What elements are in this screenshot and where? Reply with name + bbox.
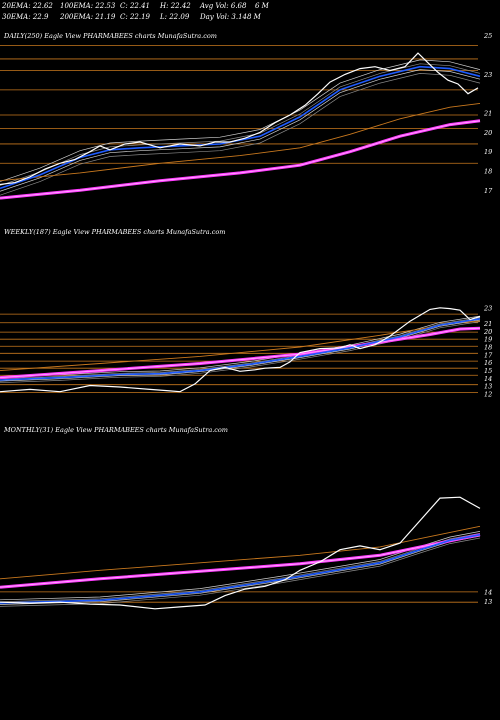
weekly-ma-ribbon-line (0, 317, 481, 380)
weekly-ema-fast-line (0, 318, 481, 381)
daily-y-tick-label: 17 (484, 187, 493, 195)
daily-ma-ribbon-line (0, 69, 481, 192)
header-avg-vol: Avg Vol: 6.68 (199, 2, 247, 10)
header-30ema: 30EMA: 22.9 (2, 13, 49, 21)
header-close-1: C: 22.41 (120, 2, 150, 10)
daily-y-tick-label: 19 (484, 148, 492, 156)
header-low: L: 22.09 (159, 13, 190, 21)
monthly-ma-ribbon-line (0, 531, 481, 601)
monthly-ema-mid-line (0, 525, 481, 580)
header-200ema: 200EMA: 21.19 (59, 13, 116, 21)
weekly-y-tick-label: 12 (484, 391, 492, 399)
header-20ema: 20EMA: 22.62 (1, 2, 53, 10)
daily-y-tick-label: 23 (483, 71, 492, 79)
header-high: H: 22.42 (159, 2, 191, 10)
monthly-ema-slow-core (0, 534, 481, 588)
daily-ma-ribbon-line (0, 59, 481, 182)
weekly-y-tick-label: 23 (483, 304, 492, 312)
monthly-ma-ribbon-line (0, 537, 481, 607)
header-close-2: C: 22.19 (120, 13, 151, 21)
header-period: 6 M (255, 2, 270, 10)
daily-ma-ribbon-line (0, 63, 481, 186)
daily-chart: 25 23 21 20 19 18 17 (0, 32, 493, 200)
weekly-ma-ribbon-line (0, 319, 481, 382)
monthly-ema-fast-line (0, 533, 481, 604)
monthly-price-line (0, 496, 481, 610)
weekly-y-tick-label: 19 (484, 336, 492, 344)
daily-price-line (0, 52, 479, 186)
daily-y-tick-label: 20 (483, 129, 492, 137)
weekly-y-tick-label: 20 (483, 328, 492, 336)
weekly-y-tick-label: 21 (483, 320, 492, 328)
daily-ma-ribbon-line (0, 73, 481, 196)
monthly-y-tick-label: 13 (484, 598, 492, 606)
daily-y-tick-label: 25 (483, 32, 492, 40)
indicator-header: 20EMA: 22.62 100EMA: 22.53 C: 22.41 H: 2… (1, 2, 270, 21)
header-day-vol: Day Vol: 3.148 M (199, 13, 262, 21)
monthly-ma-ribbon-line (0, 535, 481, 605)
weekly-panel-label: WEEKLY(187) Eagle View PHARMABEES charts… (4, 228, 225, 236)
weekly-price-line (0, 307, 481, 393)
monthly-panel-label: MONTHLY(31) Eagle View PHARMABEES charts… (3, 426, 228, 434)
daily-ema-slow-core (0, 120, 481, 199)
daily-y-tick-label: 18 (484, 168, 492, 176)
weekly-y-tick-label: 18 (484, 344, 492, 352)
daily-ema-mid-line (0, 102, 481, 182)
weekly-y-tick-label: 16 (484, 359, 492, 367)
daily-ema-fast-line (0, 65, 481, 190)
weekly-y-tick-label: 17 (484, 351, 493, 359)
daily-y-tick-label: 21 (483, 110, 492, 118)
weekly-y-tick-label: 15 (484, 367, 492, 375)
weekly-y-tick-label: 13 (484, 383, 492, 391)
daily-panel-label: DAILY(250) Eagle View PHARMABEES charts … (3, 32, 217, 40)
weekly-y-tick-label: 14 (484, 375, 492, 383)
monthly-y-tick-label: 14 (484, 588, 492, 596)
header-100ema: 100EMA: 22.53 (60, 2, 116, 10)
